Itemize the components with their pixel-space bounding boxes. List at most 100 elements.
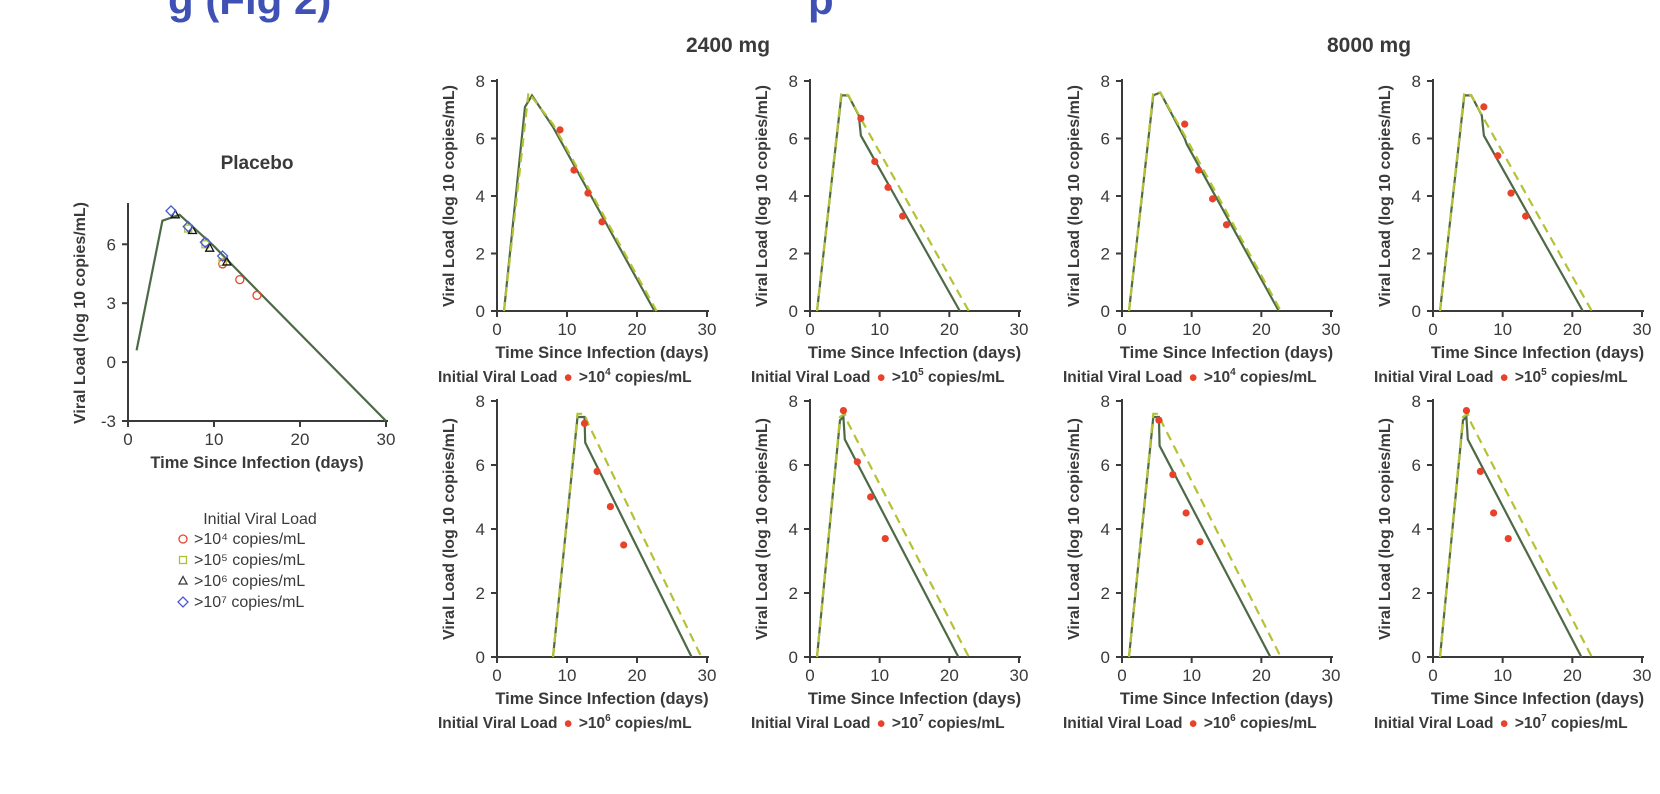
panel-legend: Initial Viral Load ● >105 copies/mL <box>751 367 1005 386</box>
panel-legend-prefix: >10 <box>1204 369 1230 386</box>
y-axis-label: Viral Load (log 10 copies/mL) <box>1066 85 1083 307</box>
marker-diamond <box>182 220 195 233</box>
legend-entry: >10⁴ copies/mL <box>194 531 305 548</box>
x-tick-label: 20 <box>1252 666 1271 685</box>
panel-legend-dot: ● <box>563 715 572 732</box>
y-tick-label: 8 <box>789 72 798 91</box>
panel-legend-dot: ● <box>563 369 572 386</box>
y-axis-label: Viral Load (log 10 copies/mL) <box>1377 418 1394 640</box>
x-tick-label: 0 <box>1117 320 1126 339</box>
x-tick-label: 10 <box>870 666 889 685</box>
y-tick-label: 6 <box>476 130 485 149</box>
header-fragment-right: p <box>808 0 834 23</box>
panel-legend-prefix: >10 <box>579 369 605 386</box>
marker-triangle <box>204 242 215 252</box>
observed-point <box>1507 189 1515 197</box>
observed-point <box>606 503 615 511</box>
y-tick-label: 8 <box>1412 72 1421 91</box>
x-tick-label: 30 <box>698 666 717 685</box>
x-tick-label: 10 <box>1493 320 1512 339</box>
chart-8000-1e7: 0 2 4 6 8 0 10 20 30 Time Since Infection (days) V… <box>1374 392 1651 732</box>
y-tick-label: 0 <box>1101 302 1110 321</box>
x-axis-label: Time Since Infection (days) <box>1120 344 1333 362</box>
observed-point <box>556 126 564 134</box>
panel-legend-prefix: >10 <box>1204 715 1230 732</box>
y-tick-label: 6 <box>107 235 116 254</box>
x-tick-label: 10 <box>870 320 889 339</box>
y-tick-label: 4 <box>789 520 798 539</box>
panel-legend-dot: ● <box>1188 715 1197 732</box>
x-tick-label: 30 <box>377 430 396 449</box>
x-axis-label: Time Since Infection (days) <box>495 690 708 708</box>
dashed-line <box>1127 412 1282 658</box>
chart-2400-1e5: 0 2 4 6 8 0 10 20 30 Time Since Infection (days) V… <box>751 72 1028 386</box>
y-tick-label: 4 <box>1412 520 1421 539</box>
y-axis-label: Viral Load (log 10 copies/mL) <box>441 418 458 640</box>
legend-title: Initial Viral Load <box>203 511 317 528</box>
x-tick-label: 30 <box>698 320 717 339</box>
panel-legend-label: Initial Viral Load <box>1063 715 1182 732</box>
marker-triangle <box>221 256 232 266</box>
x-tick-label: 0 <box>805 320 814 339</box>
panel-legend-suffix: copies/mL <box>1236 715 1317 732</box>
panel-legend-suffix: copies/mL <box>1547 369 1628 386</box>
x-tick-label: 20 <box>291 430 310 449</box>
observed-point <box>839 407 848 415</box>
panel-legend-exp: 5 <box>918 367 924 378</box>
y-tick-label: 0 <box>789 648 798 667</box>
dashed-line <box>815 90 970 312</box>
observed-point <box>1195 166 1203 174</box>
x-tick-label: 0 <box>1428 666 1437 685</box>
panel-legend-suffix: copies/mL <box>1236 369 1317 386</box>
panel-legend-exp: 6 <box>1230 713 1236 724</box>
panel-legend: Initial Viral Load ● >106 copies/mL <box>438 713 692 732</box>
x-tick-label: 30 <box>1010 666 1029 685</box>
panel-legend-dot: ● <box>1188 369 1197 386</box>
panel-legend-suffix: copies/mL <box>924 369 1005 386</box>
legend-entry: >10⁶ copies/mL <box>194 573 305 590</box>
legend-diamond-icon <box>177 596 189 608</box>
x-axis-label: Time Since Infection (days) <box>1431 690 1644 708</box>
model-line <box>1127 415 1272 658</box>
y-tick-label: 6 <box>1101 456 1110 475</box>
y-axis-label: Viral Load (log 10 copies/mL) <box>754 418 771 640</box>
panel-legend-suffix: copies/mL <box>1547 715 1628 732</box>
observed-point <box>1196 538 1204 546</box>
observed-point <box>867 493 875 501</box>
panel-legend-label: Initial Viral Load <box>438 715 557 732</box>
x-tick-label: 10 <box>1493 666 1512 685</box>
observed-point <box>1182 509 1190 517</box>
chart-8000-1e4: 0 2 4 6 8 0 10 20 30 Time Since Infection (days) V… <box>1063 72 1340 386</box>
x-tick-label: 0 <box>1117 666 1126 685</box>
y-tick-label: 8 <box>476 72 485 91</box>
observed-point <box>884 183 892 191</box>
x-tick-label: 10 <box>1182 320 1201 339</box>
panel-legend-label: Initial Viral Load <box>1374 715 1493 732</box>
panel-legend-prefix: >10 <box>892 369 918 386</box>
group-label-8000: 8000 mg <box>1327 34 1411 57</box>
observed-point <box>593 467 601 475</box>
panel-legend: Initial Viral Load ● >107 copies/mL <box>751 713 1005 732</box>
legend-entry: >10⁵ copies/mL <box>194 552 305 569</box>
y-tick-label: 3 <box>107 294 116 313</box>
dashed-line <box>1438 90 1593 312</box>
marker-diamond <box>216 250 229 262</box>
observed-point <box>1222 221 1231 229</box>
panel-legend-dot: ● <box>1499 369 1508 386</box>
group-label-2400: 2400 mg <box>686 34 770 57</box>
observed-point <box>1462 407 1471 415</box>
chart-title: Placebo <box>221 153 294 174</box>
y-tick-label: 4 <box>1101 520 1110 539</box>
y-tick-label: 6 <box>789 456 798 475</box>
x-axis-label: Time Since Infection (days) <box>150 454 363 472</box>
observed-point <box>857 114 865 122</box>
observed-point <box>1490 509 1498 517</box>
y-tick-label: 6 <box>789 130 798 149</box>
panel-legend-exp: 7 <box>1541 713 1547 724</box>
x-axis-label: Time Since Infection (days) <box>1431 344 1644 362</box>
y-tick-label: 2 <box>476 584 485 603</box>
panel-legend-suffix: copies/mL <box>611 715 692 732</box>
y-tick-label: 2 <box>1101 584 1110 603</box>
x-tick-label: 0 <box>492 666 501 685</box>
legend-circle-icon <box>178 534 188 544</box>
